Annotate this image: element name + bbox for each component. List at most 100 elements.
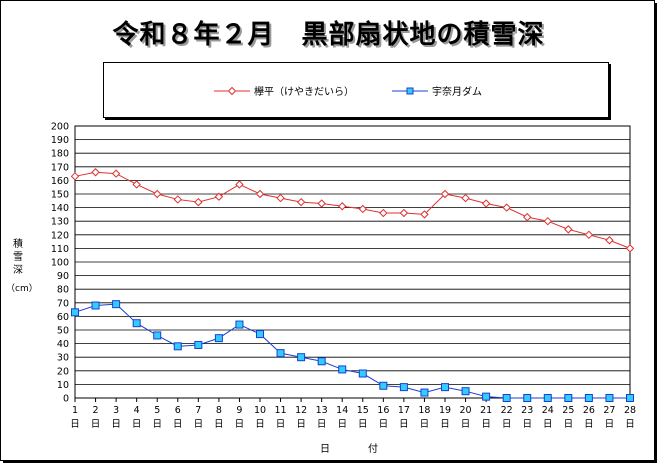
y-tick-label-70: 70 — [57, 298, 69, 309]
series-0-point-11 — [276, 193, 285, 203]
x-tick-day-suffix-17: 日 — [399, 419, 409, 430]
series-0-point-23 — [523, 212, 532, 222]
x-tick-day-suffix-14: 日 — [337, 419, 347, 430]
y-tick-label-160: 160 — [51, 176, 69, 187]
x-tick-label-12: 12 — [295, 405, 307, 416]
series-1-point-12 — [297, 353, 306, 362]
x-tick-day-suffix-11: 日 — [276, 419, 286, 430]
legend-item-unazuki-dam: 宇奈月ダム — [392, 83, 482, 98]
series-1-point-1 — [71, 308, 79, 317]
series-1-point-6 — [173, 342, 182, 351]
legend-label-keyakidaira: 欅平（けやきだいら） — [254, 87, 354, 98]
x-tick-label-25: 25 — [562, 405, 574, 416]
x-tick-label-5: 5 — [154, 405, 160, 416]
legend-label-unazuki-dam: 宇奈月ダム — [432, 87, 482, 98]
x-tick-day-suffix-4: 日 — [132, 419, 142, 430]
x-tick-day-suffix-19: 日 — [440, 419, 450, 430]
y-tick-label-190: 190 — [51, 135, 69, 146]
x-tick-label-20: 20 — [460, 405, 472, 416]
y-tick-label-150: 150 — [51, 190, 69, 201]
y-tick-label-80: 80 — [57, 285, 69, 296]
series-1-point-4 — [132, 319, 141, 328]
legend-swatch-keyakidaira — [214, 86, 250, 95]
y-tick-label-130: 130 — [51, 217, 69, 228]
x-tick-day-suffix-28: 日 — [625, 419, 635, 430]
y-tick-label-60: 60 — [57, 312, 69, 323]
x-tick-day-suffix-18: 日 — [420, 419, 430, 430]
series-1-point-23 — [523, 394, 532, 402]
x-tick-label-11: 11 — [275, 405, 287, 416]
series-1-point-3 — [112, 300, 121, 309]
y-tick-label-200: 200 — [51, 122, 69, 133]
x-tick-day-suffix-7: 日 — [194, 419, 204, 430]
y-tick-label-100: 100 — [51, 258, 69, 269]
x-tick-day-suffix-15: 日 — [358, 419, 368, 430]
x-tick-day-suffix-25: 日 — [564, 419, 574, 430]
x-tick-day-suffix-2: 日 — [91, 419, 101, 430]
x-tick-day-suffix-21: 日 — [481, 419, 491, 430]
series-line-1 — [74, 303, 630, 399]
series-0-point-14 — [338, 202, 347, 211]
y-tick-label-50: 50 — [57, 326, 69, 337]
series-0-point-17 — [399, 208, 409, 218]
series-0-point-20 — [461, 193, 470, 203]
series-1-point-2 — [91, 301, 100, 310]
series-1-point-18 — [420, 388, 429, 397]
y-tick-label-30: 30 — [57, 353, 69, 364]
series-0-point-7 — [194, 197, 203, 207]
x-tick-day-suffix-6: 日 — [173, 419, 183, 430]
series-1-point-20 — [461, 387, 470, 396]
x-tick-label-19: 19 — [439, 405, 451, 416]
y-axis-label: 積雪深 — [13, 239, 23, 276]
series-0-point-19 — [440, 189, 450, 199]
x-tick-label-3: 3 — [113, 405, 119, 416]
x-tick-label-6: 6 — [175, 405, 181, 416]
series-0-point-15 — [358, 204, 367, 214]
x-tick-day-suffix-3: 日 — [111, 419, 121, 430]
series-1-point-15 — [358, 369, 367, 378]
x-tick-label-10: 10 — [254, 405, 266, 416]
series-1-point-19 — [441, 383, 449, 392]
x-tick-day-suffix-26: 日 — [584, 419, 594, 430]
x-tick-label-1: 1 — [72, 405, 78, 416]
y-tick-label-90: 90 — [57, 271, 69, 282]
series-1-point-22 — [502, 394, 511, 402]
y-tick-label-40: 40 — [57, 339, 69, 350]
series-0-point-27 — [605, 236, 614, 245]
series-0-point-5 — [153, 189, 162, 199]
chart-title: 令和８年２月 黒部扇状地の積雪深 — [112, 20, 545, 50]
series-0-point-28 — [625, 244, 635, 253]
x-tick-label-16: 16 — [377, 405, 389, 416]
x-tick-day-suffix-22: 日 — [502, 419, 512, 430]
series-1-point-5 — [153, 331, 162, 340]
x-tick-day-suffix-8: 日 — [214, 419, 224, 430]
series-1-point-25 — [564, 394, 573, 402]
series-0-point-26 — [584, 230, 594, 240]
series-0-point-6 — [173, 195, 182, 204]
x-tick-label-28: 28 — [624, 405, 636, 416]
series-1-point-16 — [379, 381, 388, 390]
x-tick-label-18: 18 — [418, 405, 430, 416]
series-0-point-10 — [255, 189, 265, 199]
series-0-point-22 — [502, 203, 511, 212]
x-tick-day-suffix-20: 日 — [461, 419, 471, 430]
series-0-point-9 — [235, 180, 244, 189]
series-0-point-21 — [481, 199, 491, 208]
series-0-point-3 — [111, 169, 121, 178]
x-tick-day-suffix-23: 日 — [522, 419, 532, 430]
series-0-point-1 — [70, 172, 80, 181]
x-tick-label-2: 2 — [93, 405, 99, 416]
x-tick-day-suffix-1: 日 — [70, 419, 80, 430]
x-tick-label-27: 27 — [603, 405, 615, 416]
y-tick-label-20: 20 — [57, 366, 69, 377]
y-tick-label-0: 0 — [63, 394, 69, 405]
x-tick-day-suffix-24: 日 — [543, 419, 553, 430]
x-tick-day-suffix-13: 日 — [317, 419, 327, 430]
series-1-point-17 — [399, 383, 408, 392]
series-0-point-16 — [379, 208, 388, 218]
series-1-point-27 — [605, 394, 614, 402]
y-tick-label-170: 170 — [51, 162, 69, 173]
legend-item-keyakidaira: 欅平（けやきだいら） — [214, 83, 354, 98]
series-0-point-2 — [91, 168, 100, 177]
series-1-point-14 — [338, 365, 347, 374]
